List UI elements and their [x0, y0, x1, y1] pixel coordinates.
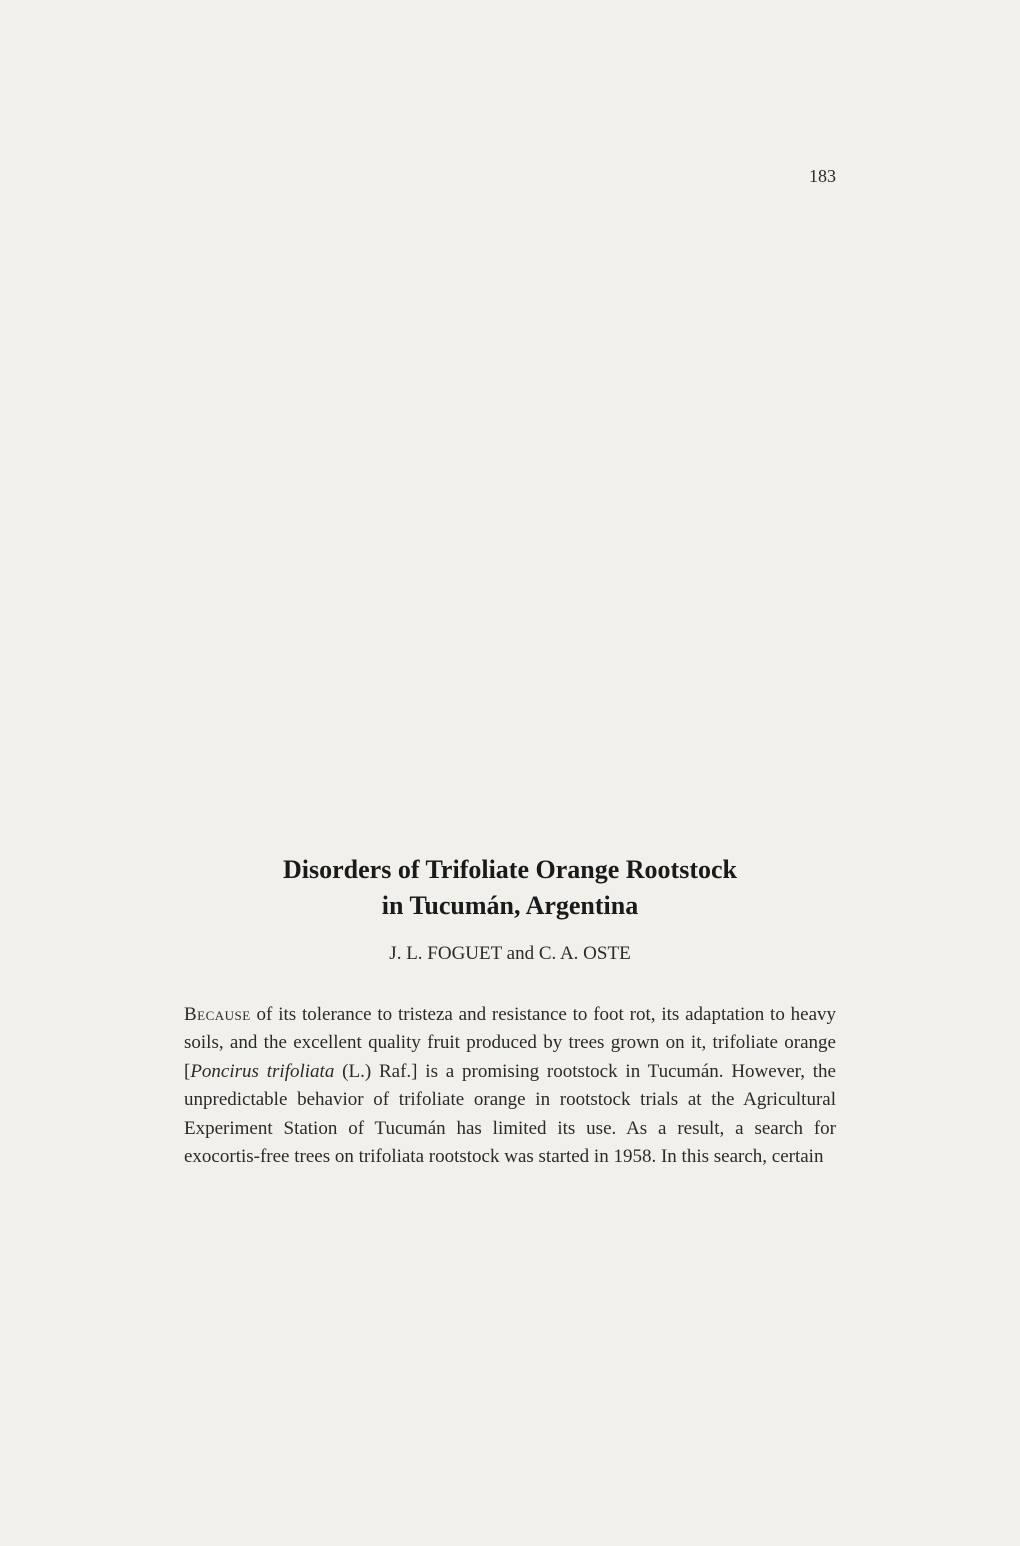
scientific-name: Poncirus trifoliata	[190, 1061, 334, 1082]
first-word: Because	[184, 1004, 251, 1025]
article-body: Because of its tolerance to tristeza and…	[184, 1001, 836, 1172]
title-line-2: in Tucumán, Argentina	[382, 891, 638, 920]
article-authors: J. L. FOGUET and C. A. OSTE	[184, 943, 836, 965]
article-content: Disorders of Trifoliate Orange Rootstock…	[184, 852, 836, 1172]
article-title: Disorders of Trifoliate Orange Rootstock…	[184, 852, 836, 925]
page-number: 183	[809, 166, 836, 187]
title-line-1: Disorders of Trifoliate Orange Rootstock	[283, 855, 737, 884]
